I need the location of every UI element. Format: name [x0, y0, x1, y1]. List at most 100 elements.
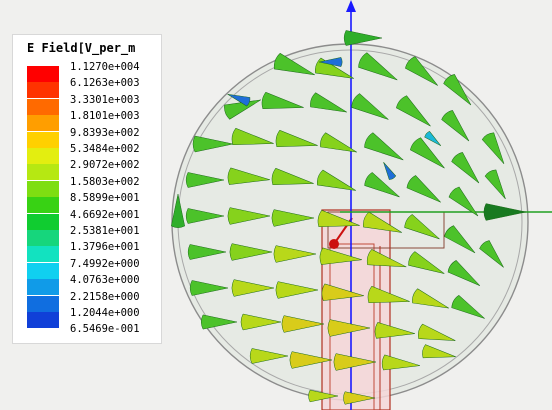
field-arrow	[412, 288, 450, 309]
field-arrow	[422, 344, 456, 359]
legend-swatch	[27, 148, 59, 164]
field-arrow	[443, 74, 472, 106]
field-arrow	[281, 315, 325, 333]
legend-swatch	[27, 82, 59, 99]
field-arrow	[484, 169, 506, 200]
legend-value: 1.8101e+003	[70, 110, 140, 123]
field-arrows	[170, 30, 527, 405]
field-arrow	[396, 95, 431, 127]
field-arrow	[363, 211, 402, 233]
legend-swatch	[27, 213, 59, 230]
legend-swatch	[27, 246, 59, 263]
legend-swatch	[27, 230, 59, 246]
field-arrow	[374, 322, 416, 339]
legend-value: 5.3484e+002	[70, 143, 140, 155]
field-arrow	[231, 279, 275, 297]
legend-swatch	[27, 164, 59, 181]
field-arrow	[227, 167, 270, 185]
field-arrow	[364, 132, 404, 161]
field-arrow	[189, 280, 229, 296]
legend-value: 2.5381e+001	[70, 225, 140, 237]
field-arrow	[273, 245, 317, 263]
legend-value: 6.1263e+003	[70, 77, 140, 90]
legend-swatch	[27, 197, 59, 214]
field-arrow	[320, 132, 358, 153]
legend-value: 1.5803e+002	[70, 175, 140, 188]
field-arrow	[444, 225, 476, 254]
legend-swatch	[27, 98, 59, 115]
field-arrow	[318, 57, 343, 67]
field-arrow	[404, 214, 440, 240]
field-arrow	[273, 52, 315, 76]
field-arrow	[448, 186, 479, 217]
field-arrow	[418, 323, 456, 341]
field-arrow	[333, 353, 377, 371]
field-arrow	[483, 203, 527, 221]
field-arrow	[187, 244, 227, 260]
legend-swatch	[27, 279, 59, 296]
field-arrow	[451, 152, 480, 184]
field-arrow	[441, 110, 470, 142]
field-arrow	[321, 283, 364, 301]
field-arrow	[405, 56, 438, 86]
field-arrow	[366, 249, 407, 268]
legend-value: 2.9072e+002	[70, 159, 140, 172]
field-arrow	[351, 93, 389, 120]
legend-value: 3.3301e+003	[70, 93, 140, 106]
legend-value: 7.4992e+000	[70, 257, 140, 270]
field-arrow	[229, 243, 273, 261]
field-arrow	[192, 135, 234, 153]
legend-swatch	[27, 115, 59, 132]
legend-value: 6.5469e-001	[70, 323, 140, 336]
field-arrow	[261, 91, 304, 110]
field-arrow	[224, 99, 262, 120]
field-arrow	[310, 92, 348, 113]
field-arrow	[479, 240, 504, 268]
legend-title: E Field[V_per_m	[27, 41, 136, 55]
field-arrow	[358, 52, 398, 81]
legend-swatch	[27, 262, 59, 279]
legend-swatch	[27, 312, 59, 328]
field-arrow	[451, 295, 485, 319]
field-arrow	[367, 285, 410, 304]
field-arrow	[327, 319, 371, 337]
field-arrow	[240, 313, 282, 331]
field-arrow	[170, 193, 186, 228]
legend-value: 1.1270e+004	[70, 61, 140, 73]
field-arrow	[185, 208, 225, 224]
legend-swatch	[27, 180, 59, 197]
legend-value: 4.6692e+001	[70, 208, 140, 221]
legend-value: 1.3796e+001	[70, 241, 140, 254]
legend-value: 1.2044e+000	[70, 307, 140, 319]
field-arrow	[447, 260, 481, 286]
legend-value: 8.5899e+001	[70, 192, 140, 205]
legend-swatch	[27, 66, 59, 82]
field-arrow	[275, 129, 318, 148]
field-arrow	[275, 281, 319, 299]
legend-value: 9.8393e+002	[70, 126, 140, 139]
field-arrow	[227, 93, 251, 107]
field-arrow	[406, 175, 441, 203]
field-arrow	[231, 127, 274, 146]
field-arrow	[408, 251, 445, 274]
field-arrow	[381, 354, 421, 371]
field-arrow	[317, 209, 360, 228]
field-arrow	[317, 169, 356, 191]
field-arrow	[271, 167, 314, 186]
field-arrow	[319, 247, 362, 265]
legend-value: 4.0763e+000	[70, 274, 140, 287]
field-arrow	[227, 207, 271, 225]
field-arrow	[364, 172, 400, 198]
field-arrow	[410, 137, 445, 169]
field-arrow	[308, 389, 339, 403]
field-arrow	[383, 162, 397, 180]
field-arrow	[424, 131, 442, 147]
field-arrow	[271, 209, 315, 227]
legend-value: 2.2158e+000	[70, 290, 140, 303]
field-arrow	[289, 351, 333, 369]
field-arrow	[200, 314, 238, 330]
field-arrow	[343, 30, 383, 46]
color-legend[interactable]: E Field[V_per_m 1.1270e+004 6.1263e+003 3.…	[12, 34, 162, 344]
